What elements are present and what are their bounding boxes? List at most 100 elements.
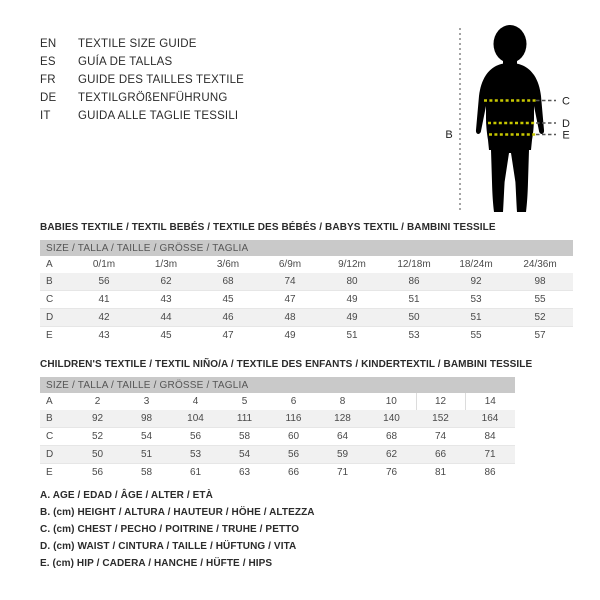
language-row: EN TEXTILE SIZE GUIDE: [40, 38, 340, 56]
babies-table-caption: BABIES TEXTILE / TEXTIL BEBÉS / TEXTILE …: [40, 222, 496, 233]
table-row: B 92 98 104 111 116 128 140 152 164: [40, 410, 516, 428]
language-code: ES: [40, 56, 56, 68]
babies-size-band-label: SIZE / TALLA / TAILLE / GRÖSSE / TAGLIA: [40, 240, 574, 256]
measurement-legend: A. AGE / EDAD / ÂGE / ALTER / ETÀ B. (cm…: [40, 487, 440, 572]
language-title: GUIDE DES TAILLES TEXTILE: [78, 74, 245, 86]
table-cell: 41: [73, 290, 135, 309]
table-cell: 8: [318, 393, 367, 410]
table-cell: 56: [73, 273, 135, 291]
table-cell: 5: [220, 393, 269, 410]
table-cell: 43: [135, 290, 197, 309]
table-cell: 47: [259, 290, 321, 309]
row-label: C: [40, 290, 73, 309]
table-cell: 66: [416, 445, 465, 464]
table-cell: 55: [445, 326, 507, 344]
table-cell: 53: [383, 326, 445, 344]
legend-item-waist: D. (cm) WAIST / CINTURA / TAILLE / HÜFTU…: [40, 541, 297, 552]
chest-label-c: C: [562, 96, 570, 108]
legend-item-hip: E. (cm) HIP / CADERA / HANCHE / HÜFTE / …: [40, 558, 273, 569]
table-cell: 152: [416, 410, 465, 428]
table-cell: 74: [416, 427, 465, 446]
table-cell: 4: [171, 393, 220, 410]
table-cell: 51: [122, 445, 171, 464]
language-code: IT: [40, 110, 51, 122]
table-cell: 12/18m: [383, 256, 445, 273]
row-label: D: [40, 445, 73, 464]
language-title: GUIDA ALLE TAGLIE TESSILI: [78, 110, 239, 122]
table-cell: 62: [367, 445, 416, 464]
language-header-block: EN TEXTILE SIZE GUIDE ES GUÍA DE TALLAS …: [40, 38, 340, 128]
table-cell: 68: [367, 427, 416, 446]
table-cell: 3: [122, 393, 171, 410]
language-code: FR: [40, 74, 56, 86]
children-size-band-label: SIZE / TALLA / TAILLE / GRÖSSE / TAGLIA: [40, 377, 516, 393]
table-cell: 111: [220, 410, 269, 428]
legend-item-chest: C. (cm) CHEST / PECHO / POITRINE / TRUHE…: [40, 524, 300, 535]
table-cell: 18/24m: [445, 256, 507, 273]
table-cell: 55: [507, 290, 574, 309]
table-cell: 50: [73, 445, 122, 464]
table-cell: 164: [465, 410, 516, 428]
table-cell: 140: [367, 410, 416, 428]
table-cell: 46: [197, 308, 259, 327]
measurement-figure-diagram: B C D E: [432, 22, 592, 220]
row-label: B: [40, 410, 73, 428]
table-cell: 98: [122, 410, 171, 428]
table-cell: 51: [321, 326, 383, 344]
table-cell: 104: [171, 410, 220, 428]
language-row: ES GUÍA DE TALLAS: [40, 56, 340, 74]
table-cell: 81: [416, 463, 465, 481]
table-cell: 62: [135, 273, 197, 291]
table-cell: 53: [171, 445, 220, 464]
row-label: B: [40, 273, 73, 291]
table-cell: 58: [122, 463, 171, 481]
table-cell: 53: [445, 290, 507, 309]
table-cell: 2: [73, 393, 122, 410]
legend-item-age: A. AGE / EDAD / ÂGE / ALTER / ETÀ: [40, 490, 213, 501]
table-cell: 92: [73, 410, 122, 428]
table-cell: 71: [318, 463, 367, 481]
table-cell: 68: [197, 273, 259, 291]
table-row: B 56 62 68 74 80 86 92 98: [40, 273, 574, 291]
table-cell: 49: [321, 308, 383, 327]
table-cell: 9/12m: [321, 256, 383, 273]
table-cell: 128: [318, 410, 367, 428]
table-row: D 42 44 46 48 49 50 51 52: [40, 308, 574, 327]
table-cell: 43: [73, 326, 135, 344]
table-cell: 56: [73, 463, 122, 481]
table-cell: 0/1m: [73, 256, 135, 273]
table-row: C 41 43 45 47 49 51 53 55: [40, 290, 574, 309]
table-cell: 86: [383, 273, 445, 291]
table-cell: 42: [73, 308, 135, 327]
language-title: TEXTILGRÖßENFÜHRUNG: [78, 92, 228, 104]
table-cell: 59: [318, 445, 367, 464]
table-cell: 44: [135, 308, 197, 327]
height-label-b: B: [445, 129, 452, 141]
table-cell: 51: [383, 290, 445, 309]
table-cell: 98: [507, 273, 574, 291]
table-cell: 66: [269, 463, 318, 481]
table-cell: 57: [507, 326, 574, 344]
table-cell: 71: [465, 445, 516, 464]
table-row: A 0/1m 1/3m 3/6m 6/9m 9/12m 12/18m 18/24…: [40, 256, 574, 273]
table-cell: 52: [73, 427, 122, 446]
table-cell: 6/9m: [259, 256, 321, 273]
table-cell: 49: [259, 326, 321, 344]
legend-item-height: B. (cm) HEIGHT / ALTURA / HAUTEUR / HÖHE…: [40, 507, 315, 518]
table-cell: 14: [465, 393, 516, 410]
children-table-block: CHILDREN'S TEXTILE / TEXTIL NIÑO/A / TEX…: [40, 359, 532, 481]
table-cell: 54: [122, 427, 171, 446]
language-code: EN: [40, 38, 57, 50]
row-label: C: [40, 427, 73, 446]
language-title: GUÍA DE TALLAS: [78, 56, 173, 68]
table-cell: 56: [171, 427, 220, 446]
babies-size-table: SIZE / TALLA / TAILLE / GRÖSSE / TAGLIA …: [40, 240, 574, 344]
language-code: DE: [40, 92, 57, 104]
table-row: D 50 51 53 54 56 59 62 66 71: [40, 445, 516, 464]
table-cell: 76: [367, 463, 416, 481]
table-cell: 92: [445, 273, 507, 291]
table-cell: 60: [269, 427, 318, 446]
table-cell: 3/6m: [197, 256, 259, 273]
table-row: C 52 54 56 58 60 64 68 74 84: [40, 427, 516, 446]
table-cell: 84: [465, 427, 516, 446]
